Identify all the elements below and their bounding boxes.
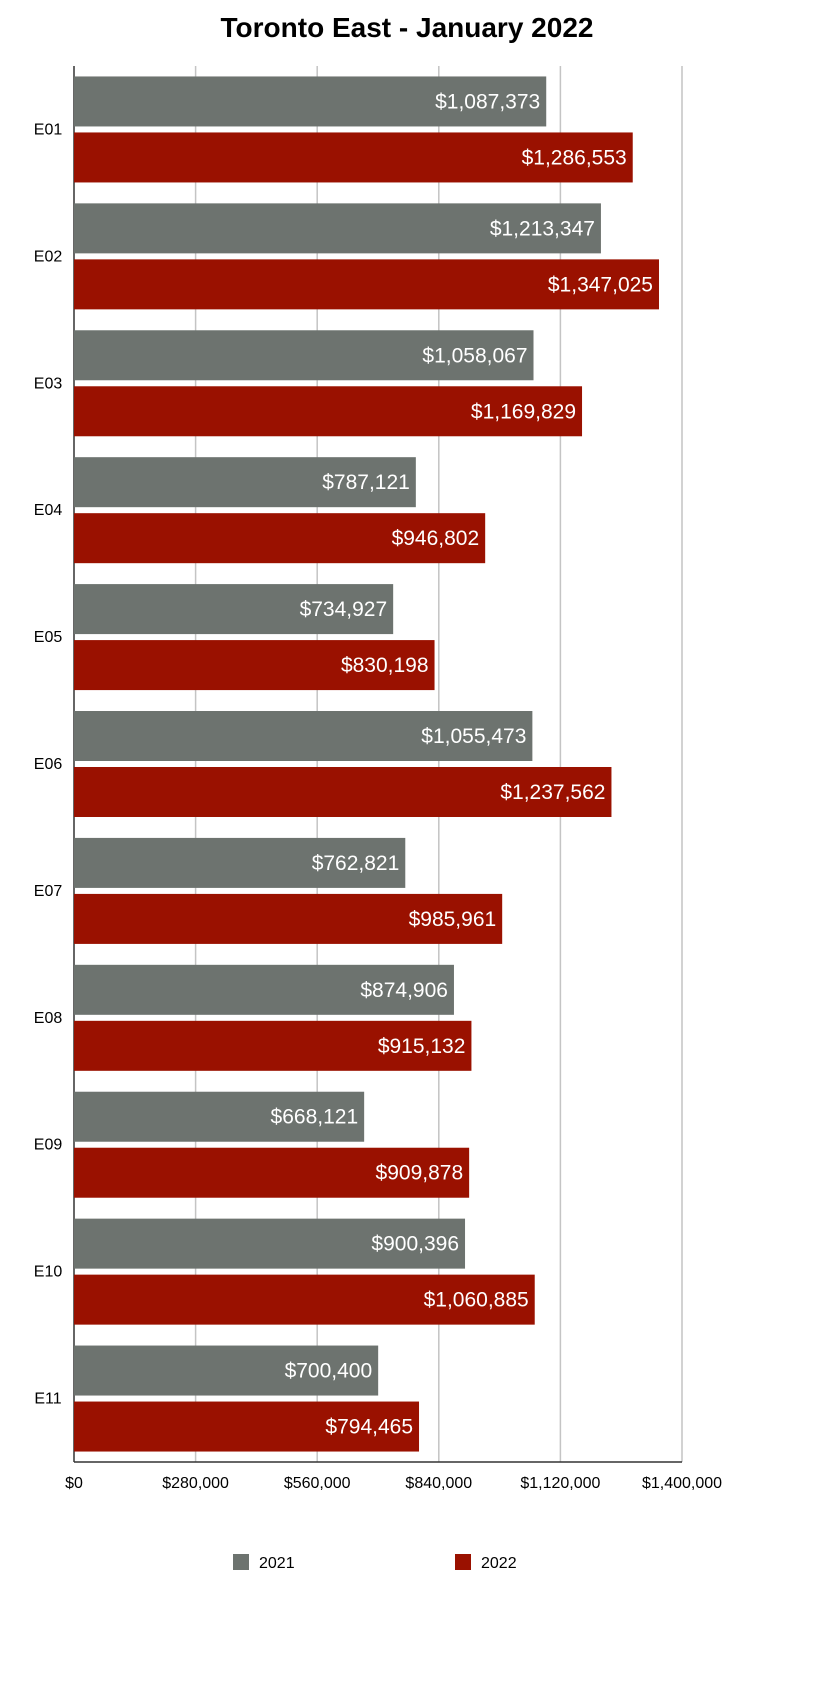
x-tick-label: $1,120,000 [520, 1475, 600, 1492]
data-label: $915,132 [378, 1035, 466, 1058]
chart-title: Toronto East - January 2022 [221, 12, 594, 43]
bar-2022 [74, 513, 486, 564]
category-label: E01 [34, 121, 63, 138]
data-label: $830,198 [341, 654, 429, 677]
legend-label: 2021 [259, 1555, 295, 1572]
bar-2022 [74, 893, 503, 944]
category-label: E09 [34, 1137, 63, 1154]
data-label: $1,058,067 [422, 344, 527, 367]
bar-2022 [74, 259, 659, 310]
data-label: $1,060,885 [424, 1289, 529, 1312]
category-label: E10 [34, 1264, 63, 1281]
bar-2021 [74, 837, 406, 888]
bar-2021 [74, 76, 547, 127]
data-label: $1,213,347 [490, 217, 595, 240]
data-label: $1,286,553 [522, 146, 627, 169]
bar-2022 [74, 1401, 420, 1452]
data-label: $1,347,025 [548, 273, 653, 296]
bar-2021 [74, 203, 601, 254]
data-label: $1,087,373 [435, 90, 540, 113]
data-label: $874,906 [360, 979, 448, 1002]
category-label: E05 [34, 629, 63, 646]
x-tick-label: $1,400,000 [642, 1475, 722, 1492]
x-axis-ticks: $0 $280,000 $560,000 $840,000 $1,120,000 $1,4… [65, 1475, 722, 1492]
data-label: $1,055,473 [421, 725, 526, 748]
category-label: E03 [34, 375, 63, 392]
bar-2022 [74, 767, 612, 817]
bar-2022 [74, 1274, 535, 1325]
bar-2021 [74, 711, 533, 761]
bar-2022 [74, 1147, 470, 1198]
legend-label: 2022 [481, 1555, 517, 1572]
category-label: E02 [34, 248, 63, 265]
data-label: $734,927 [300, 598, 388, 621]
data-label: $1,169,829 [471, 400, 576, 423]
bar-2022 [74, 1020, 472, 1071]
legend-swatch-2022 [455, 1554, 471, 1570]
category-label: E11 [34, 1391, 61, 1408]
x-tick-label: $0 [65, 1475, 83, 1492]
bar-2021 [74, 1345, 379, 1396]
bar-2022 [74, 640, 435, 691]
bar-2022 [74, 132, 633, 183]
legend-swatch-2021 [233, 1554, 249, 1570]
data-label: $985,961 [409, 908, 497, 931]
bar-2021 [74, 1218, 466, 1269]
x-tick-label: $280,000 [162, 1475, 229, 1492]
data-label: $668,121 [271, 1106, 359, 1129]
bars: $1,087,373 $1,286,553 $1,213,347 $1,347,025… [74, 76, 659, 1452]
bar-2021 [74, 1091, 365, 1142]
category-labels: E01 E02 E03 E04 E05 E06 E07 E08 E09 E10 E11 [34, 121, 63, 1407]
data-label: $900,396 [371, 1233, 459, 1256]
category-label: E06 [34, 756, 63, 773]
category-label: E07 [34, 883, 63, 900]
bar-2021 [74, 330, 534, 381]
data-label: $909,878 [376, 1162, 464, 1185]
bar-2021 [74, 964, 454, 1015]
data-label: $762,821 [312, 852, 400, 875]
data-label: $794,465 [325, 1416, 413, 1439]
data-label: $700,400 [285, 1360, 373, 1383]
bar-2022 [74, 386, 583, 437]
data-label: $787,121 [322, 471, 410, 494]
x-tick-label: $840,000 [405, 1475, 472, 1492]
category-label: E08 [34, 1010, 63, 1027]
legend: 2021 2022 [233, 1554, 517, 1572]
bar-2021 [74, 584, 394, 635]
category-label: E04 [34, 502, 63, 519]
bar-2021 [74, 457, 416, 508]
data-label: $946,802 [392, 527, 480, 550]
data-label: $1,237,562 [500, 781, 605, 804]
x-tick-label: $560,000 [284, 1475, 351, 1492]
